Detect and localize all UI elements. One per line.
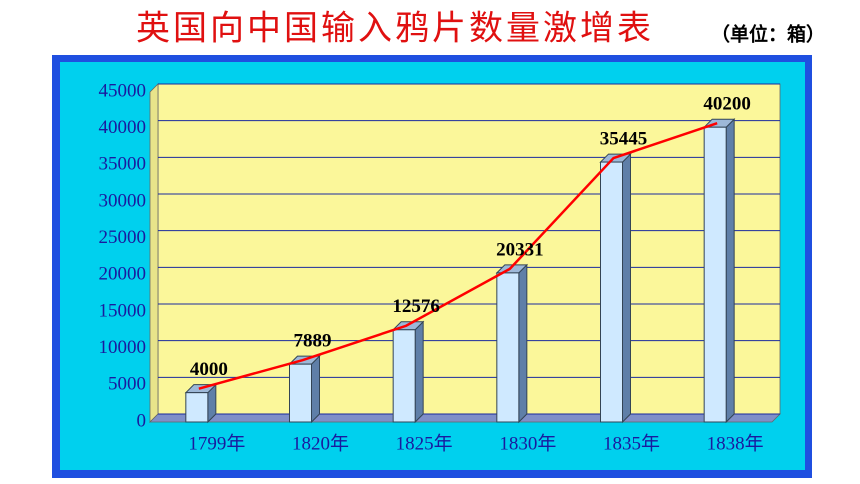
y-tick-label: 25000 — [99, 227, 147, 248]
bar — [288, 354, 321, 424]
y-tick-label: 35000 — [99, 154, 147, 175]
value-label: 40200 — [703, 94, 751, 115]
side-wall — [149, 83, 159, 423]
value-label: 4000 — [190, 359, 228, 380]
bar — [599, 152, 632, 424]
x-tick-label: 1838年 — [707, 432, 764, 454]
bar-side — [414, 320, 424, 424]
bar-front — [185, 392, 209, 423]
x-tick-label: 1830年 — [499, 432, 556, 454]
y-tick-label: 45000 — [99, 80, 147, 101]
value-label: 7889 — [294, 331, 332, 352]
bar-front — [289, 363, 312, 423]
y-tick-label: 30000 — [99, 190, 147, 211]
back-wall — [157, 83, 781, 415]
x-tick-label: 1835年 — [603, 432, 660, 454]
bar — [184, 383, 218, 424]
bar-front — [703, 126, 727, 423]
bar-front — [600, 161, 623, 423]
y-tick-label: 5000 — [108, 374, 146, 395]
bar — [495, 263, 529, 424]
value-label: 12576 — [392, 296, 440, 317]
bar-side — [622, 152, 631, 424]
value-label: 20331 — [496, 239, 544, 260]
floor — [149, 413, 781, 423]
bar — [702, 117, 736, 424]
chart-subtitle: （单位：箱） — [711, 23, 825, 46]
bar-front — [496, 272, 520, 423]
trend-line — [198, 122, 718, 390]
x-tick-label: 1820年 — [292, 432, 349, 454]
chart-title: 英国向中国输入鸦片数量激增表 — [136, 9, 654, 49]
bar-side — [518, 263, 528, 424]
y-tick-label: 15000 — [99, 300, 147, 321]
bar-front — [392, 329, 416, 423]
bar-side — [725, 117, 735, 424]
bar — [391, 320, 425, 424]
bar-side — [311, 354, 320, 424]
x-tick-label: 1799年 — [188, 432, 245, 454]
y-tick-label: 40000 — [99, 117, 147, 138]
x-tick-label: 1825年 — [396, 432, 453, 454]
y-tick-label: 20000 — [99, 264, 147, 285]
value-label: 35445 — [600, 128, 648, 149]
y-tick-label: 10000 — [99, 337, 147, 358]
y-tick-label: 0 — [137, 410, 147, 431]
